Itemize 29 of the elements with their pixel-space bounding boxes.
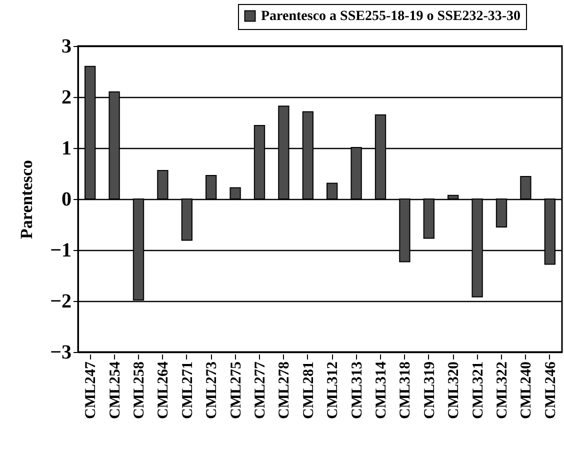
x-tick-label: CML275 — [228, 362, 244, 419]
y-tick-label: 2 — [62, 86, 72, 108]
x-tick-label: CML254 — [107, 361, 124, 419]
x-tick-label: CML264 — [156, 361, 172, 419]
x-tick-label: CML321 — [470, 362, 486, 419]
x-tick-label: CML278 — [276, 362, 293, 419]
x-tick-label: CML277 — [252, 361, 268, 419]
x-tick-label: CML322 — [494, 362, 510, 419]
y-tick-label: −2 — [50, 290, 72, 312]
x-tick-label: CML314 — [374, 361, 390, 419]
x-tick-label: CML258 — [132, 362, 148, 419]
y-tick-label: 3 — [62, 36, 72, 58]
y-tick-label: −1 — [50, 240, 72, 262]
x-tick-label: CML271 — [180, 362, 196, 419]
legend-label: Parentesco a SSE255-18-19 o SSE232-33-30 — [261, 9, 521, 24]
x-tick-label: CML240 — [518, 362, 535, 419]
y-axis-title: Parentesco — [17, 160, 36, 239]
y-tick-label: −3 — [50, 342, 72, 364]
x-tick-label: CML319 — [422, 362, 438, 419]
x-tick-label: CML246 — [542, 361, 559, 419]
x-tick-label: CML281 — [300, 362, 317, 419]
y-tick-label: 1 — [62, 138, 72, 160]
x-tick-label: CML318 — [398, 362, 414, 419]
x-tick-label: CML247 — [83, 361, 100, 419]
y-tick-label: 0 — [62, 188, 72, 210]
x-tick-label: CML320 — [446, 362, 462, 419]
x-tick-label: CML312 — [325, 362, 342, 419]
x-tick-label: CML313 — [349, 362, 366, 419]
x-tick-label: CML273 — [204, 362, 220, 419]
